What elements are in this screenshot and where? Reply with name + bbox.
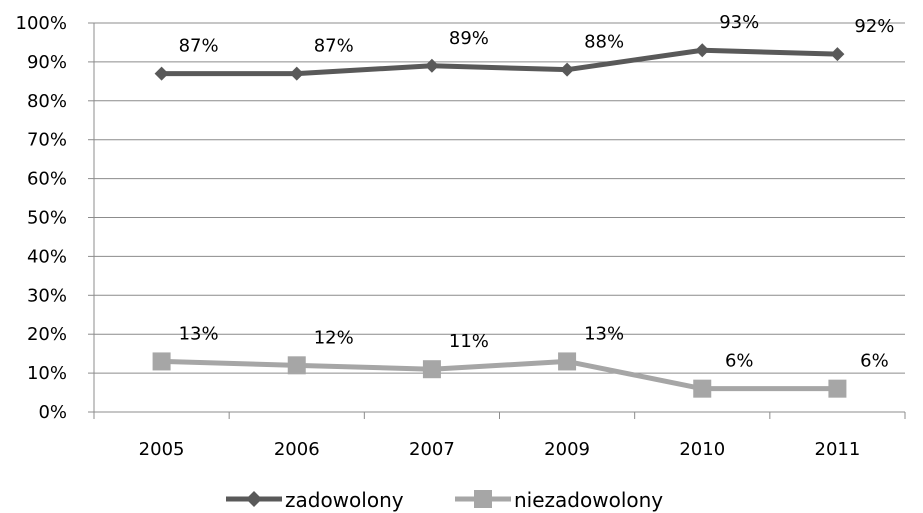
y-tick-label: 20%: [27, 324, 67, 345]
data-label-niezadowolony: 13%: [584, 323, 624, 344]
data-point-niezadowolony: [287, 356, 306, 375]
data-label-niezadowolony: 6%: [860, 351, 889, 372]
axes: [88, 22, 906, 419]
data-point-zadowolony: [424, 58, 439, 73]
x-tick-label: 2010: [679, 439, 725, 460]
data-point-niezadowolony: [693, 379, 712, 398]
y-tick-label: 100%: [16, 13, 67, 34]
data-label-niezadowolony: 13%: [179, 323, 219, 344]
y-tick-label: 80%: [27, 91, 67, 112]
data-label-zadowolony: 93%: [719, 12, 759, 33]
series-line-zadowolony: [159, 47, 840, 77]
y-axis-tick-labels: 0% 10% 20% 30% 40% 50% 60% 70% 80% 90% 100%: [16, 13, 67, 423]
y-tick-label: 50%: [27, 208, 67, 229]
data-point-niezadowolony: [828, 379, 847, 398]
legend-marker-niezadowolony: [474, 490, 492, 508]
x-tick-label: 2005: [139, 439, 185, 460]
gridlines: [94, 22, 905, 374]
y-tick-label: 40%: [27, 246, 67, 267]
legend: zadowolony niezadowolony: [226, 488, 663, 512]
y-tick-label: 10%: [27, 363, 67, 384]
y-tick-label: 70%: [27, 130, 67, 151]
data-point-niezadowolony: [558, 352, 577, 371]
data-label-niezadowolony: 11%: [449, 331, 489, 352]
x-axis-tick-labels: 2005 2006 2007 2009 2010 2011: [139, 439, 861, 460]
y-tick-label: 90%: [27, 52, 67, 73]
x-tick-label: 2006: [274, 439, 320, 460]
series-group: 87% 87% 89% 88% 93% 92% 13% 12% 11% 13% 6% 6%: [152, 12, 894, 398]
series-line-niezadowolony: [159, 358, 840, 392]
x-tick-label: 2009: [544, 439, 590, 460]
x-tick-label: 2011: [815, 439, 861, 460]
data-point-zadowolony: [154, 66, 169, 81]
data-label-zadowolony: 87%: [314, 36, 354, 57]
y-tick-label: 30%: [27, 285, 67, 306]
data-label-zadowolony: 88%: [584, 32, 624, 53]
data-point-zadowolony: [560, 62, 575, 77]
y-tick-label: 60%: [27, 169, 67, 190]
data-label-niezadowolony: 12%: [314, 327, 354, 348]
legend-item-niezadowolony: niezadowolony: [455, 488, 663, 512]
legend-label-zadowolony: zadowolony: [285, 488, 404, 512]
y-tick-label: 0%: [38, 402, 67, 423]
x-tick-label: 2007: [409, 439, 455, 460]
data-point-zadowolony: [289, 66, 304, 81]
series-zadowolony: 87% 87% 89% 88% 93% 92%: [154, 12, 894, 81]
data-label-zadowolony: 92%: [854, 16, 894, 37]
series-niezadowolony: 13% 12% 11% 13% 6% 6%: [152, 323, 889, 398]
legend-marker-zadowolony: [246, 491, 262, 507]
data-label-zadowolony: 87%: [179, 36, 219, 57]
legend-label-niezadowolony: niezadowolony: [514, 488, 663, 512]
data-point-zadowolony: [695, 43, 710, 58]
data-point-niezadowolony: [152, 352, 171, 371]
data-point-niezadowolony: [422, 360, 441, 379]
data-label-niezadowolony: 6%: [725, 351, 754, 372]
data-point-zadowolony: [830, 47, 845, 62]
legend-item-zadowolony: zadowolony: [226, 488, 404, 512]
data-label-zadowolony: 89%: [449, 28, 489, 49]
